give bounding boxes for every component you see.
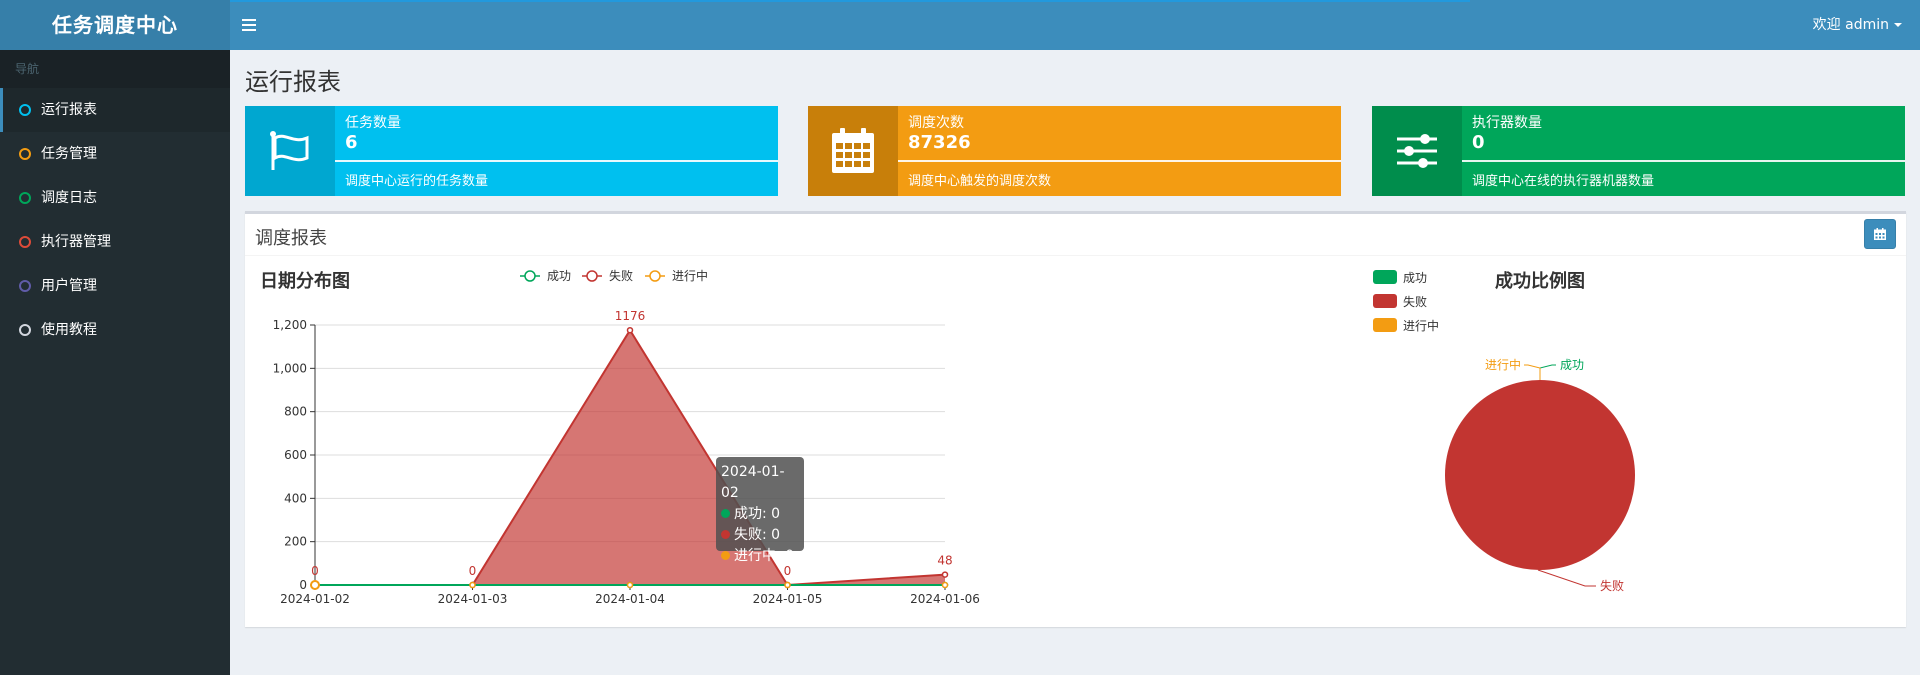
info-box-progress	[1462, 160, 1905, 162]
info-box-value: 6	[345, 132, 358, 153]
tooltip-series-name: 成功	[734, 506, 762, 522]
sidebar-item-label: 任务管理	[41, 146, 97, 162]
user-menu[interactable]: 欢迎 admin	[1813, 0, 1902, 50]
date-range-button[interactable]	[1864, 219, 1896, 249]
report-box-title: 调度报表	[255, 228, 327, 249]
info-box-value: 87326	[908, 132, 971, 153]
tooltip-series-value: 0	[771, 506, 781, 522]
task-count-box: 任务数量 6 调度中心运行的任务数量	[245, 106, 778, 196]
info-box-label: 执行器数量	[1472, 115, 1542, 131]
sliders-icon	[1372, 106, 1462, 196]
tooltip-row: 失败: 0	[721, 525, 799, 546]
sidebar-item[interactable]: 任务管理	[0, 132, 230, 176]
info-box-description: 调度中心运行的任务数量	[345, 174, 489, 189]
circle-icon	[19, 324, 31, 336]
info-box-progress	[335, 160, 778, 162]
info-box-label: 调度次数	[908, 115, 964, 131]
executor-count-box: 执行器数量 0 调度中心在线的执行器机器数量	[1372, 106, 1905, 196]
info-box-progress	[898, 160, 1341, 162]
info-box-value: 0	[1472, 132, 1485, 153]
tooltip-series-name: 进行中	[734, 548, 776, 564]
tooltip-separator: :	[762, 506, 772, 522]
series-dot-icon	[721, 509, 730, 518]
sidebar-item-label: 运行报表	[41, 102, 97, 118]
sidebar-item-label: 用户管理	[41, 278, 97, 294]
sidebar: 导航 运行报表任务管理调度日志执行器管理用户管理使用教程	[0, 50, 230, 675]
user-greeting: 欢迎 admin	[1812, 17, 1889, 33]
sidebar-toggle-button[interactable]	[242, 14, 260, 36]
info-box-label: 任务数量	[345, 115, 401, 131]
page-load-progress	[0, 0, 1470, 2]
calendar-icon	[808, 106, 898, 196]
circle-icon	[19, 104, 31, 116]
tooltip-row: 进行中: 0	[721, 546, 799, 567]
caret-down-icon	[1894, 23, 1902, 27]
sidebar-item-label: 调度日志	[41, 190, 97, 206]
circle-icon	[19, 236, 31, 248]
sidebar-item[interactable]: 调度日志	[0, 176, 230, 220]
sidebar-item[interactable]: 执行器管理	[0, 220, 230, 264]
trigger-count-box: 调度次数 87326 调度中心触发的调度次数	[808, 106, 1341, 196]
pie-chart-title: 成功比例图	[1495, 271, 1585, 292]
circle-icon	[19, 148, 31, 160]
report-box: 调度报表	[245, 211, 1906, 627]
calendar-icon	[1874, 228, 1886, 240]
sidebar-section-label: 导航	[0, 50, 230, 88]
info-box-description: 调度中心在线的执行器机器数量	[1472, 174, 1655, 189]
tooltip-row: 成功: 0	[721, 504, 799, 525]
page-title: 运行报表	[245, 68, 341, 96]
line-chart-title: 日期分布图	[260, 271, 350, 292]
info-box-description: 调度中心触发的调度次数	[908, 174, 1052, 189]
sidebar-item[interactable]: 使用教程	[0, 308, 230, 352]
chart-tooltip: 2024-01-02 成功: 0 失败: 0 进行中: 0	[716, 457, 804, 564]
box-divider	[245, 255, 1906, 256]
series-dot-icon	[721, 551, 730, 560]
tooltip-title: 2024-01-02	[721, 464, 785, 501]
tooltip-series-value: 0	[785, 548, 795, 564]
tooltip-separator: :	[776, 548, 786, 564]
flag-icon	[245, 106, 335, 196]
tooltip-series-name: 失败	[734, 527, 762, 543]
tooltip-separator: :	[762, 527, 772, 543]
circle-icon	[19, 192, 31, 204]
top-header: 任务调度中心 欢迎 admin	[0, 0, 1920, 50]
sidebar-item-label: 使用教程	[41, 322, 97, 338]
circle-icon	[19, 280, 31, 292]
sidebar-item-label: 执行器管理	[41, 234, 111, 250]
hamburger-icon	[242, 19, 256, 31]
sidebar-item[interactable]: 运行报表	[0, 88, 230, 132]
series-dot-icon	[721, 530, 730, 539]
tooltip-series-value: 0	[771, 527, 781, 543]
sidebar-item[interactable]: 用户管理	[0, 264, 230, 308]
app-logo[interactable]: 任务调度中心	[0, 0, 230, 50]
